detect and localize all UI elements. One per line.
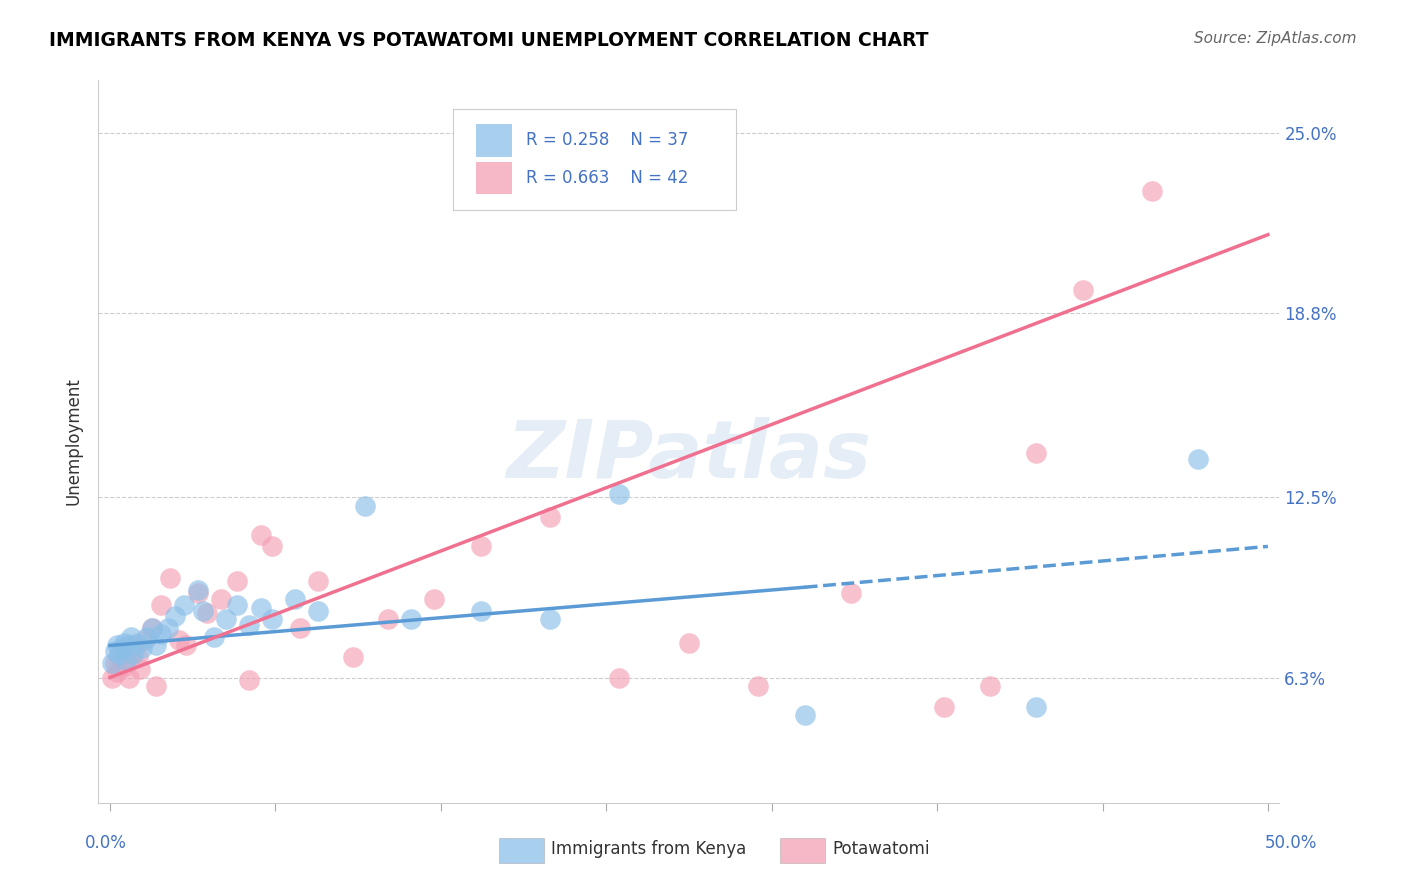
Point [105, 639, 128, 653]
Point [129, 662, 152, 676]
Point [793, 708, 815, 723]
Point [141, 621, 163, 635]
Point [678, 635, 700, 649]
Point [609, 671, 631, 685]
Point [609, 487, 631, 501]
Point [538, 612, 561, 626]
Point [747, 679, 769, 693]
Point [307, 574, 329, 589]
Text: Immigrants from Kenya: Immigrants from Kenya [551, 840, 747, 858]
Point [423, 591, 446, 606]
Point [120, 647, 142, 661]
Point [117, 639, 139, 653]
Point [115, 653, 138, 667]
Point [187, 586, 209, 600]
Point [262, 540, 284, 554]
Point [470, 603, 492, 617]
Point [105, 665, 128, 679]
Point [1140, 184, 1163, 198]
Point [202, 630, 225, 644]
Text: Source: ZipAtlas.com: Source: ZipAtlas.com [1194, 31, 1357, 46]
Point [238, 673, 260, 688]
Point [1071, 283, 1094, 297]
Point [149, 627, 172, 641]
Point [173, 598, 195, 612]
FancyBboxPatch shape [477, 161, 512, 194]
Text: Potawatomi: Potawatomi [832, 840, 929, 858]
Text: R = 0.258    N = 37: R = 0.258 N = 37 [526, 131, 689, 149]
Point [127, 635, 149, 649]
Point [839, 586, 862, 600]
Y-axis label: Unemployment: Unemployment [65, 377, 83, 506]
Point [191, 603, 214, 617]
Point [187, 583, 209, 598]
FancyBboxPatch shape [477, 124, 512, 156]
Point [104, 656, 127, 670]
Point [112, 658, 135, 673]
FancyBboxPatch shape [453, 109, 737, 211]
Point [226, 574, 249, 589]
Point [249, 528, 271, 542]
Point [159, 572, 181, 586]
Point [156, 621, 179, 635]
Point [932, 699, 955, 714]
Point [238, 618, 260, 632]
Point [110, 641, 132, 656]
Point [169, 632, 191, 647]
Point [131, 641, 153, 656]
Text: R = 0.663    N = 42: R = 0.663 N = 42 [526, 169, 689, 186]
Point [101, 656, 124, 670]
Point [122, 639, 145, 653]
Point [145, 639, 167, 653]
Point [1025, 699, 1047, 714]
Point [470, 540, 492, 554]
Point [120, 630, 142, 644]
Point [110, 644, 132, 658]
Point [104, 644, 127, 658]
Point [145, 679, 167, 693]
Point [1025, 446, 1047, 460]
Point [117, 671, 139, 685]
Point [136, 630, 159, 644]
Point [226, 598, 249, 612]
Point [108, 647, 131, 661]
Point [399, 612, 422, 626]
Point [127, 650, 149, 665]
Point [101, 671, 124, 685]
Text: ZIPatlas: ZIPatlas [506, 417, 872, 495]
Point [307, 603, 329, 617]
Point [108, 650, 131, 665]
Point [112, 635, 135, 649]
Point [195, 607, 218, 621]
Point [215, 612, 238, 626]
Point [176, 639, 198, 653]
Point [1187, 452, 1209, 467]
Text: 50.0%: 50.0% [1264, 834, 1317, 852]
Text: 0.0%: 0.0% [84, 834, 127, 852]
Point [115, 653, 138, 667]
Point [284, 591, 307, 606]
Point [342, 650, 364, 665]
Point [122, 647, 145, 661]
Point [209, 591, 232, 606]
Point [134, 632, 156, 647]
Point [249, 600, 271, 615]
Point [163, 609, 186, 624]
Point [149, 598, 172, 612]
Point [979, 679, 1001, 693]
Point [377, 612, 399, 626]
Point [538, 510, 561, 524]
Point [262, 612, 284, 626]
Text: IMMIGRANTS FROM KENYA VS POTAWATOMI UNEMPLOYMENT CORRELATION CHART: IMMIGRANTS FROM KENYA VS POTAWATOMI UNEM… [49, 31, 929, 50]
Point [288, 621, 311, 635]
Point [353, 499, 375, 513]
Point [141, 621, 163, 635]
